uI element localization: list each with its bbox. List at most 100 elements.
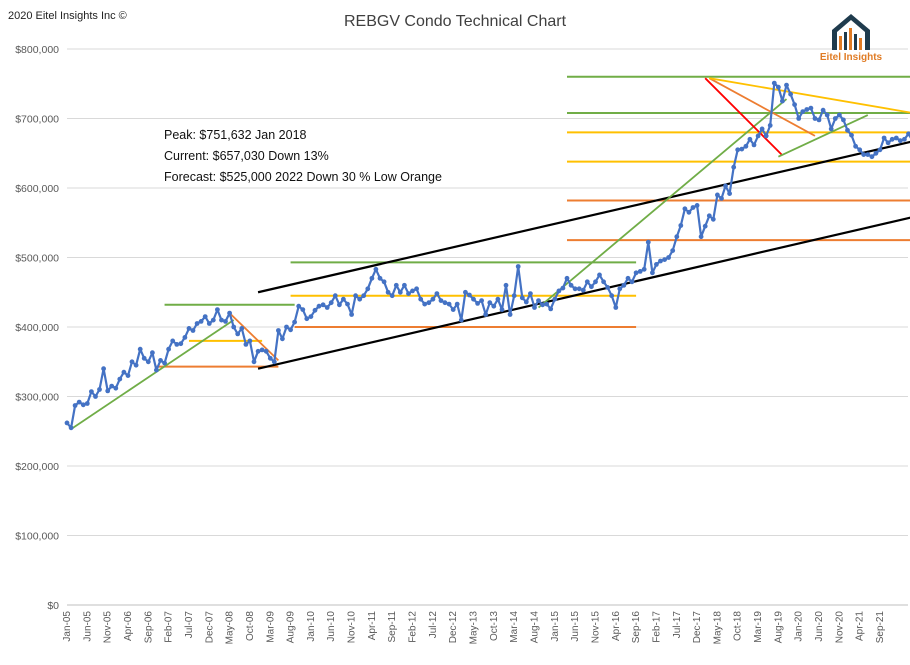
x-tick-label: Feb-07: [164, 611, 175, 643]
series-point: [804, 107, 810, 112]
y-tick-label: $200,000: [15, 461, 59, 473]
series-point: [519, 295, 525, 301]
x-axis-ticks: Jan-05 Jun-05 Nov-05 Apr-06 Sep-06 Feb-07 Jul-…: [62, 611, 886, 645]
x-tick-label: Aug-09: [286, 611, 297, 644]
series-point: [450, 307, 456, 312]
series-point: [881, 135, 887, 141]
series-point: [633, 270, 639, 276]
series-point: [276, 328, 281, 333]
series-point: [763, 133, 769, 139]
series-point: [479, 298, 484, 303]
series-point: [454, 301, 460, 307]
series-point: [312, 307, 318, 313]
series-point: [800, 109, 806, 114]
series-point: [564, 275, 570, 281]
x-tick-label: Oct-13: [489, 611, 500, 641]
series-point: [556, 288, 562, 294]
series-point: [670, 248, 676, 254]
x-tick-label: Jun-20: [814, 611, 825, 642]
series-point: [247, 338, 253, 344]
series-point: [178, 341, 184, 347]
x-tick-label: Feb-17: [651, 611, 662, 643]
series-point: [101, 366, 106, 372]
series-point: [337, 302, 342, 308]
x-tick-label: Sep-06: [143, 611, 154, 644]
series-point: [129, 359, 135, 365]
series-point: [255, 348, 261, 354]
series-point: [771, 80, 777, 86]
series-point: [869, 154, 875, 160]
series-point: [572, 286, 578, 292]
series-point: [170, 338, 176, 344]
series-point: [463, 289, 468, 295]
series-point: [174, 342, 180, 347]
series-point: [320, 302, 326, 308]
series-point: [402, 282, 407, 288]
series-point: [824, 112, 830, 118]
series-point: [515, 264, 521, 269]
series-point: [560, 285, 566, 291]
x-tick-label: Mar-09: [265, 611, 276, 643]
series-point: [467, 292, 472, 298]
series-point: [690, 205, 696, 210]
series-point: [288, 327, 293, 333]
series-point: [747, 136, 753, 142]
series-point: [503, 282, 509, 288]
series-point: [210, 317, 216, 323]
x-tick-label: Dec-12: [448, 611, 459, 644]
trend-line-black: [257, 140, 910, 294]
series-point: [369, 275, 375, 281]
x-tick-label: Apr-21: [855, 611, 866, 641]
series-point: [251, 359, 257, 365]
series-point: [345, 301, 350, 307]
trend-line-green: [777, 114, 869, 158]
series-point: [597, 272, 602, 278]
series-point: [523, 299, 529, 305]
x-tick-label: Jul-12: [428, 611, 439, 639]
series-point: [719, 196, 724, 201]
series-point: [292, 319, 297, 325]
series-point: [190, 328, 196, 333]
trend-line-orange: [708, 77, 816, 137]
series-point: [540, 302, 545, 308]
series-point: [487, 300, 493, 306]
series-point: [194, 321, 200, 326]
series-point: [154, 367, 159, 373]
series-point: [767, 123, 773, 128]
series-point: [304, 316, 310, 322]
series-point: [483, 312, 489, 317]
x-tick-label: Aug-14: [529, 611, 540, 644]
series-point: [507, 312, 513, 317]
trend-line-green: [70, 319, 235, 430]
series-point: [145, 359, 151, 365]
series-point: [434, 291, 440, 296]
series-point: [832, 116, 838, 121]
series-point: [158, 358, 163, 363]
series-point: [300, 307, 306, 312]
series-point: [629, 279, 635, 285]
trend-line-yellow: [709, 77, 910, 114]
series-point: [584, 279, 590, 285]
series-point: [105, 388, 111, 394]
x-tick-label: May-18: [712, 611, 723, 645]
series-point: [601, 279, 606, 285]
y-tick-label: $0: [47, 600, 59, 612]
series-point: [410, 288, 415, 294]
series-point: [341, 296, 346, 302]
series-point: [674, 234, 680, 240]
series-point: [475, 301, 480, 306]
series-point: [263, 348, 269, 354]
series-point: [751, 142, 757, 148]
series-point: [861, 152, 867, 158]
series-point: [710, 216, 716, 222]
series-point: [125, 373, 131, 378]
series-point: [458, 317, 464, 323]
series-point: [662, 257, 667, 262]
annotation-peak: Peak: $751,632 Jan 2018: [164, 128, 307, 142]
series-point: [731, 164, 737, 170]
series-point: [613, 305, 619, 310]
x-tick-label: Dec-07: [204, 611, 215, 644]
series-point: [357, 296, 363, 302]
x-tick-label: Apr-11: [367, 611, 378, 641]
series-point: [702, 223, 708, 229]
